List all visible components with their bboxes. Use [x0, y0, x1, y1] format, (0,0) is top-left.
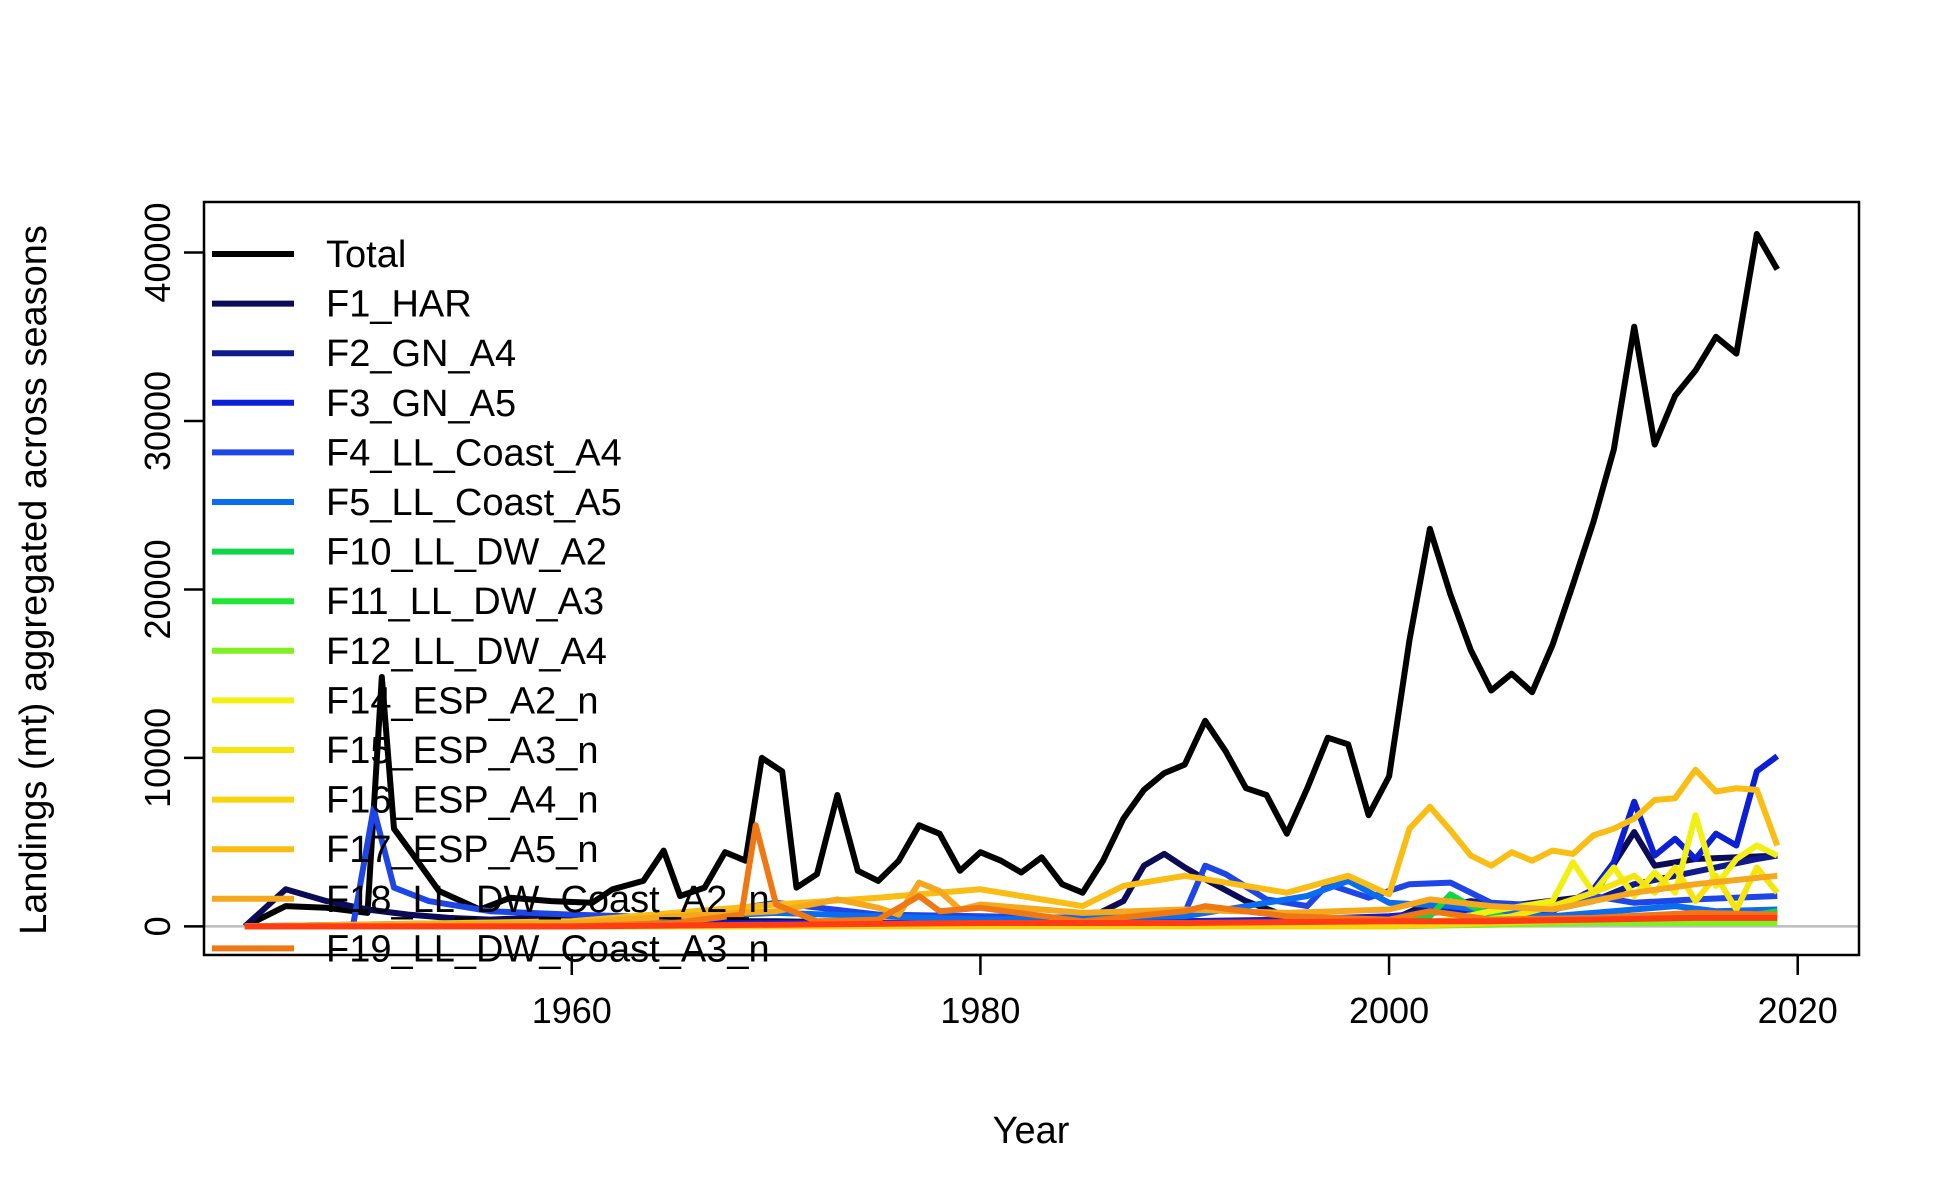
legend-label: F18_LL_DW_Coast_A2_n — [326, 879, 770, 921]
legend-label: F15_ESP_A3_n — [326, 730, 599, 772]
x-tick-label: 1960 — [532, 990, 612, 1031]
series-line-f19-ll-dw-coast-a3-n — [244, 822, 1778, 930]
legend-label: F17_ESP_A5_n — [326, 829, 599, 871]
series-layer — [242, 231, 1781, 930]
legend-label: F19_LL_DW_Coast_A3_n — [326, 928, 770, 970]
legend-label: F16_ESP_A4_n — [326, 780, 599, 822]
series-line-f18-ll-dw-coast-a2-n — [244, 872, 1778, 930]
y-tick-label: 10000 — [137, 708, 178, 808]
x-tick-label: 2020 — [1758, 990, 1838, 1031]
series-line-total — [243, 231, 1780, 930]
x-axis-title: Year — [993, 1110, 1070, 1152]
legend-label: F12_LL_DW_A4 — [326, 631, 607, 673]
legend-label: F5_LL_Coast_A5 — [326, 482, 622, 524]
x-tick-label: 2000 — [1349, 990, 1429, 1031]
axes: 1960 1980 2000 2020 0 10000 20000 30000 40000 — [137, 202, 1838, 1031]
series-line-unnamed-15 — [244, 914, 1778, 930]
y-tick-label: 30000 — [137, 371, 178, 471]
y-tick-label: 0 — [137, 916, 178, 936]
y-axis-title: Landings (mt) aggregated across seasons — [13, 225, 55, 935]
legend-label: F3_GN_A5 — [326, 383, 516, 425]
legend-label: F10_LL_DW_A2 — [326, 532, 607, 574]
legend-label: F2_GN_A4 — [326, 333, 516, 375]
legend-label: F14_ESP_A2_n — [326, 680, 599, 722]
legend: Total F1_HAR F2_GN_A4 F3_GN_A5 F4_LL_Coast_A… — [212, 234, 770, 970]
legend-label: Total — [326, 234, 406, 276]
x-tick-label: 1980 — [940, 990, 1020, 1031]
y-tick-label: 40000 — [137, 202, 178, 302]
legend-label: F1_HAR — [326, 284, 472, 326]
legend-label: F11_LL_DW_A3 — [326, 581, 604, 623]
series-line-f17-esp-a5-n — [244, 766, 1781, 930]
y-tick-label: 20000 — [137, 539, 178, 639]
legend-label: F4_LL_Coast_A4 — [326, 432, 622, 474]
